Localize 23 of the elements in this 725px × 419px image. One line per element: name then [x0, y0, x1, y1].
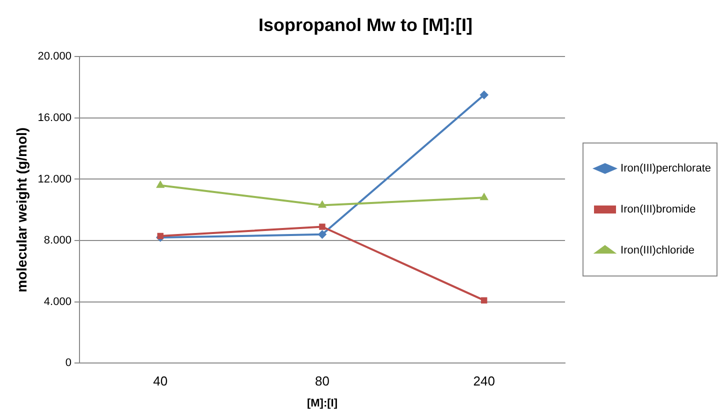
x-axis-title: [M]:[I] — [306, 397, 338, 410]
point — [156, 181, 164, 188]
point — [480, 194, 488, 200]
point — [480, 297, 488, 304]
legend-label: Iron(III)perchlorate — [620, 162, 712, 175]
y-tick-label: 0 — [65, 357, 72, 370]
legend-label: Iron(III)bromide — [620, 204, 696, 216]
point — [319, 224, 326, 230]
point — [157, 232, 164, 240]
y-tick-label: 16.000 — [38, 112, 72, 124]
point — [318, 230, 326, 238]
y-tick-label: 8.000 — [44, 234, 72, 247]
x-tick-label: 80 — [314, 374, 330, 389]
x-tick-label: 240 — [473, 374, 495, 389]
chart-title: Isopropanol Mw to [M]:[I] — [258, 14, 472, 35]
point — [480, 90, 488, 99]
y-axis-title: molecular weight (g/mol) — [13, 127, 30, 292]
y-tick-label: 4.000 — [44, 296, 72, 308]
y-tick-label: 12.000 — [38, 173, 72, 186]
point — [318, 201, 326, 208]
legend-label: Iron(III)chloride — [620, 244, 695, 257]
y-tick-label: 20.000 — [38, 50, 72, 63]
x-tick-label: 40 — [153, 374, 168, 389]
